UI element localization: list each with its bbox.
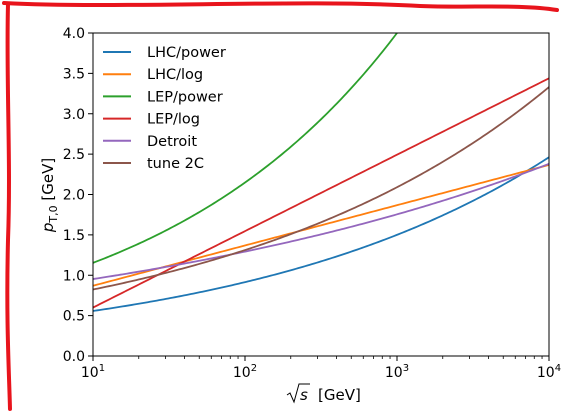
- series-line-detroit: [93, 162, 549, 280]
- y-tick-label: 4.0: [63, 26, 85, 42]
- x-axis-label: s [GeV]: [286, 383, 361, 404]
- x-tick-label: 101: [81, 363, 105, 381]
- y-tick-label: 3.5: [63, 66, 85, 82]
- y-tick-label: 2.0: [63, 188, 85, 204]
- plot-area: [92, 32, 550, 357]
- legend-label: LHC/log: [147, 67, 203, 83]
- y-tick-label: 2.5: [63, 147, 85, 163]
- legend-label: LEP/log: [147, 112, 200, 128]
- legend-label: LHC/power: [147, 45, 226, 61]
- y-tick-label: 1.5: [63, 228, 85, 244]
- sqrt-sign: [286, 383, 310, 404]
- x-axis: 101 102 103 104: [81, 356, 561, 381]
- y-axis-label: pT,0 [GeV]: [39, 158, 60, 233]
- y-tick-label: 1.0: [63, 268, 85, 284]
- series-lines: [93, 33, 549, 312]
- y-tick-label: 0.5: [63, 309, 85, 325]
- legend-label: LEP/power: [147, 89, 223, 105]
- legend-label: Detroit: [147, 134, 197, 150]
- series-line-lep-log: [93, 77, 549, 309]
- x-tick-label: 102: [233, 363, 257, 381]
- y-tick-label: 0.0: [63, 349, 85, 365]
- legend-label: tune 2C: [147, 156, 204, 172]
- svg-text:[GeV]: [GeV]: [318, 386, 361, 404]
- svg-text:s: s: [300, 386, 308, 404]
- series-line-lhc-power: [93, 156, 549, 312]
- legend: LHC/power LHC/log LEP/power LEP/log Detroit t…: [103, 45, 226, 172]
- x-tick-label: 104: [537, 363, 561, 381]
- series-line-lep-power: [93, 33, 399, 264]
- series-line-tune-2c: [93, 86, 549, 291]
- y-axis: 0.0 0.5 1.0 1.5 2.0 2.5 3.0 3.5 4.0: [63, 26, 93, 365]
- x-tick-label: 103: [385, 363, 409, 381]
- frame-left-stroke: [5, 2, 12, 411]
- frame-top-stroke: [2, 1, 559, 12]
- y-tick-label: 3.0: [63, 107, 85, 123]
